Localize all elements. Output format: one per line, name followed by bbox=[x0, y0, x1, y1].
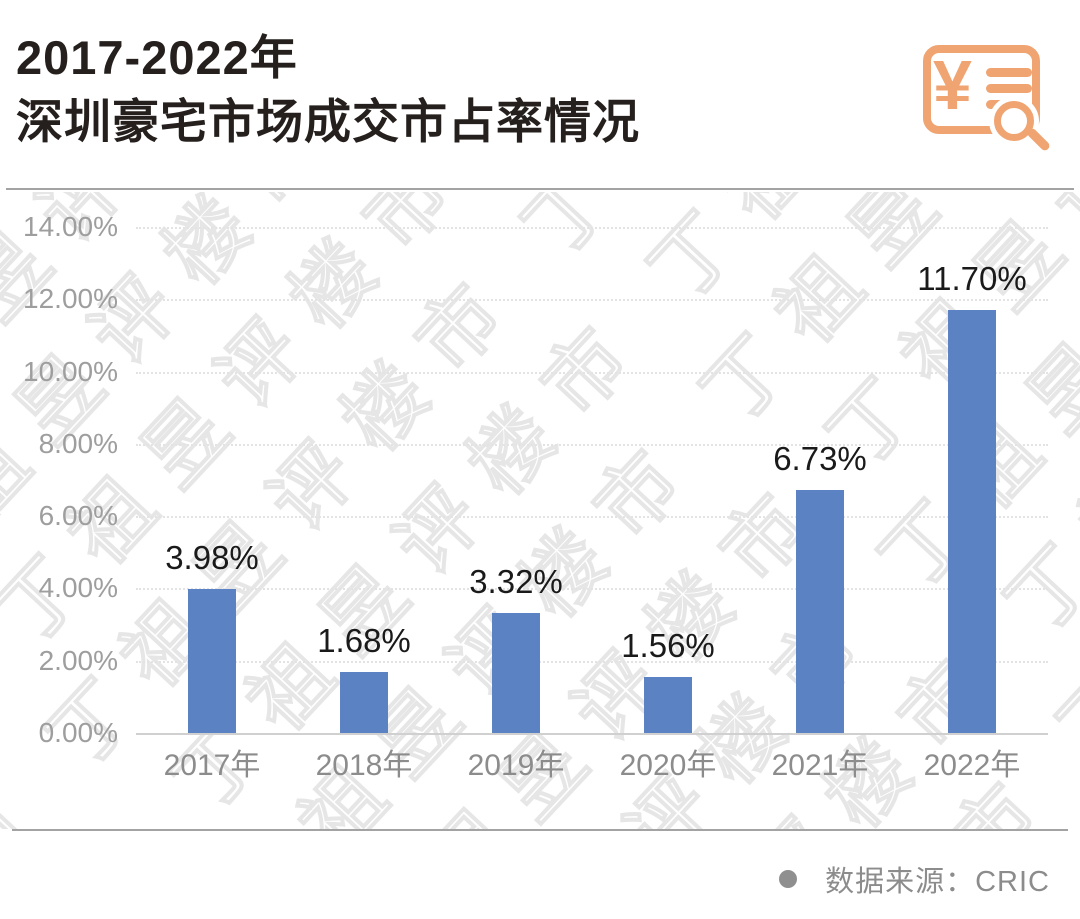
bar-2017年 bbox=[188, 589, 236, 733]
gridline bbox=[136, 588, 1048, 591]
gridline bbox=[136, 660, 1048, 663]
footer-divider bbox=[12, 829, 1068, 831]
x-axis-tick-label: 2017年 bbox=[163, 749, 261, 782]
gridline bbox=[136, 299, 1048, 302]
x-axis-tick-label: 2022年 bbox=[923, 749, 1021, 782]
receipt-text-line-icon bbox=[986, 100, 1006, 109]
y-axis-tick-label: 10.00% bbox=[23, 355, 118, 387]
title-line-1: 2017-2022年 bbox=[16, 31, 298, 84]
yen-symbol-icon: ¥ bbox=[933, 46, 972, 124]
bar-2019年 bbox=[492, 613, 540, 733]
y-axis-tick-label: 6.00% bbox=[38, 500, 118, 532]
receipt-text-line-icon bbox=[986, 68, 1032, 77]
title-line-2: 深圳豪宅市场成交市占率情况 bbox=[16, 95, 640, 148]
receipt-frame-icon bbox=[923, 45, 1040, 134]
data-source: 数据来源：CRIC bbox=[779, 858, 1050, 900]
bar-value-label: 3.32% bbox=[469, 563, 563, 600]
y-axis-tick-label: 4.00% bbox=[38, 572, 118, 604]
x-axis-tick-label: 2019年 bbox=[467, 749, 565, 782]
y-axis-tick-label: 12.00% bbox=[23, 283, 118, 315]
y-axis-tick-label: 2.00% bbox=[38, 644, 118, 676]
x-axis-line bbox=[136, 733, 1048, 735]
bar-2020年 bbox=[644, 676, 692, 733]
bar-value-label: 1.56% bbox=[621, 626, 715, 664]
bar-2018年 bbox=[340, 672, 388, 733]
x-axis-tick-label: 2021年 bbox=[771, 749, 869, 782]
receipt-search-icon: ¥ bbox=[923, 45, 1052, 153]
header-divider bbox=[6, 188, 1074, 190]
x-axis-tick-label: 2018年 bbox=[315, 749, 413, 782]
gridline bbox=[136, 227, 1048, 229]
gridline bbox=[136, 516, 1048, 519]
gridline bbox=[136, 371, 1048, 374]
y-axis-tick-label: 8.00% bbox=[38, 427, 118, 459]
receipt-text-line-icon bbox=[986, 84, 1032, 93]
source-label: 数据来源：CRIC bbox=[825, 866, 1050, 898]
bar-value-label: 11.70% bbox=[917, 260, 1027, 298]
bar-value-label: 6.73% bbox=[773, 439, 867, 477]
bullet-dot-icon bbox=[779, 870, 798, 888]
x-axis-tick-label: 2020年 bbox=[619, 749, 717, 782]
bar-2021年 bbox=[796, 489, 844, 733]
bar-value-label: 3.98% bbox=[165, 539, 259, 577]
y-axis-tick-label: 14.00% bbox=[23, 211, 118, 242]
page-title: 2017-2022年 深圳豪宅市场成交市占率情况 bbox=[16, 26, 640, 154]
y-axis-tick-label: 0.00% bbox=[38, 717, 118, 748]
magnifier-handle-icon bbox=[1025, 126, 1052, 153]
bar-2022年 bbox=[948, 310, 996, 733]
gridline bbox=[136, 443, 1048, 446]
bar-value-label: 1.68% bbox=[317, 622, 411, 660]
